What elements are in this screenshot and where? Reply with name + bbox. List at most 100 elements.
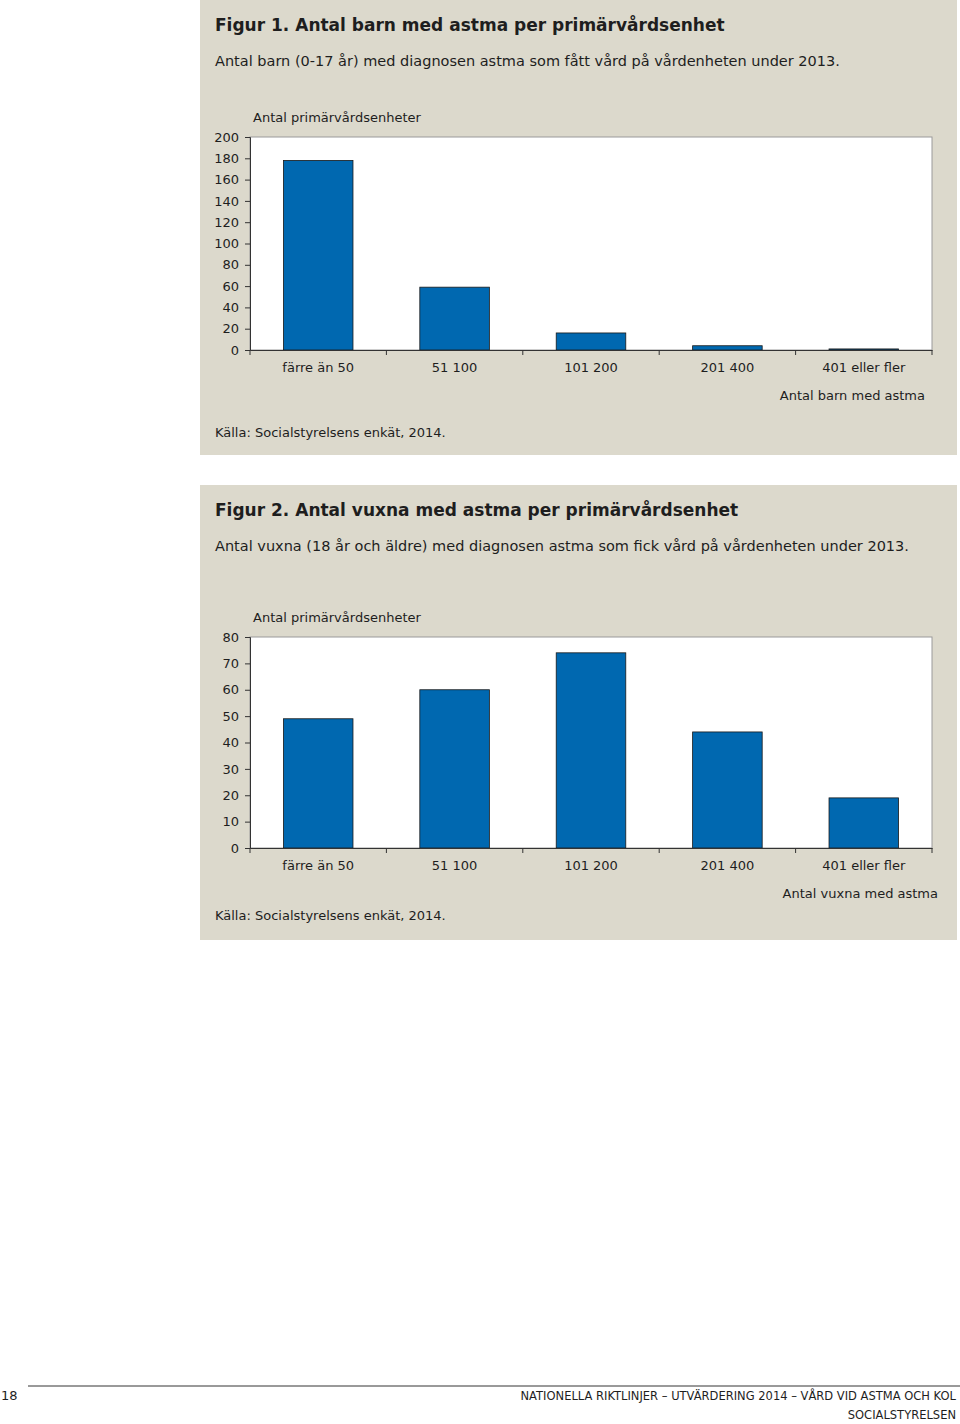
y-tick-mark [245,769,250,770]
figure: Figur 2. Antal vuxna med astma per primä… [200,485,957,940]
source-note: Källa: Socialstyrelsens enkät, 2014. [215,908,446,923]
x-axis-title: Antal vuxna med astma [783,886,938,901]
y-tick-label: 120 [214,215,239,230]
bar [829,798,899,848]
y-tick-mark [245,286,250,287]
x-tick-label: 51 100 [432,858,478,873]
x-separator [795,350,796,355]
x-tick-label: 101 200 [564,858,618,873]
bar [556,653,626,848]
x-tick-label: 401 eller fler [822,360,906,375]
y-tick: 140 [214,194,250,209]
x-separator [932,848,933,853]
y-tick-label: 20 [222,788,239,803]
x-tick-label: 101 200 [564,360,618,375]
x-tick: färre än 50 [282,848,354,873]
y-tick-label: 80 [222,257,239,272]
y-tick-label: 40 [222,300,239,315]
y-tick-label: 20 [222,321,239,336]
y-tick-label: 140 [214,194,239,209]
y-tick: 50 [222,709,250,724]
y-tick: 100 [214,236,250,251]
y-tick-mark [245,329,250,330]
y-tick: 200 [214,130,250,145]
footer-rule [28,1386,960,1387]
y-axis-title: Antal primärvårdsenheter [253,610,421,625]
x-tick-label: färre än 50 [282,858,354,873]
y-tick: 80 [222,630,250,645]
y-tick-mark [245,137,250,138]
y-tick-mark [245,716,250,717]
x-tick: 101 200 [564,848,618,873]
y-tick: 20 [222,321,250,336]
y-tick-mark [245,848,250,849]
y-tick: 20 [222,788,250,803]
y-tick-mark [245,265,250,266]
x-tick: 401 eller fler [822,848,906,873]
y-tick-mark [245,244,250,245]
x-axis: färre än 5051 100101 200201 400401 eller… [251,350,933,375]
y-tick-mark [245,350,250,351]
page-number: 18 [1,1388,18,1403]
plot-frame [250,137,932,350]
y-tick-label: 160 [214,172,239,187]
footer-publisher: SOCIALSTYRELSEN [848,1408,956,1422]
x-tick: 201 400 [701,350,755,375]
y-tick: 0 [231,841,250,856]
bar [829,349,899,350]
x-separator [250,848,251,853]
y-tick-mark [245,222,250,223]
figure: Figur 1. Antal barn med astma per primär… [200,0,957,455]
y-tick: 40 [222,300,250,315]
x-separator [386,848,387,853]
y-tick-mark [245,637,250,638]
x-separator [659,350,660,355]
bars [283,653,898,848]
x-axis-title: Antal barn med astma [780,388,925,403]
y-tick-label: 100 [214,236,239,251]
y-axis: 0 10 20 30 40 50 60 70 80 [222,630,250,856]
y-tick: 180 [214,151,250,166]
x-tick: 101 200 [564,350,618,375]
y-tick: 30 [222,762,250,777]
x-tick-label: 201 400 [701,360,755,375]
y-axis-title: Antal primärvårdsenheter [253,110,421,125]
y-tick-label: 10 [222,814,239,829]
x-separator [386,350,387,355]
bar [283,160,353,350]
y-tick: 80 [222,257,250,272]
y-tick: 40 [222,735,250,750]
y-tick-mark [245,822,250,823]
bar [556,333,626,350]
y-tick-label: 0 [231,343,239,358]
x-tick-label: 51 100 [432,360,478,375]
bar [693,346,763,350]
figure-subtitle: Antal vuxna (18 år och äldre) med diagno… [215,538,909,554]
y-axis-line [245,638,251,849]
page: Figur 1. Antal barn med astma per primär… [0,0,960,1424]
x-separator [795,848,796,853]
y-tick-label: 60 [222,682,239,697]
x-tick: 51 100 [432,848,478,873]
bar [283,719,353,848]
figure-title: Figur 2. Antal vuxna med astma per primä… [215,499,738,520]
x-axis-line [251,350,933,351]
y-tick-label: 60 [222,279,239,294]
x-tick-label: 201 400 [701,858,755,873]
figure-background [200,0,957,455]
y-tick-label: 200 [214,130,239,145]
y-axis-line [245,138,251,351]
source-note: Källa: Socialstyrelsens enkät, 2014. [215,425,446,440]
y-tick-label: 80 [222,630,239,645]
y-tick-mark [245,663,250,664]
y-tick: 0 [231,343,250,358]
y-tick-mark [245,743,250,744]
y-tick-mark [245,201,250,202]
x-separator [250,350,251,355]
y-tick: 160 [214,172,250,187]
figure-title: Figur 1. Antal barn med astma per primär… [215,14,725,35]
x-tick: 401 eller fler [822,350,906,375]
y-tick-mark [245,795,250,796]
y-tick-label: 70 [222,656,239,671]
x-tick-label: 401 eller fler [822,858,906,873]
